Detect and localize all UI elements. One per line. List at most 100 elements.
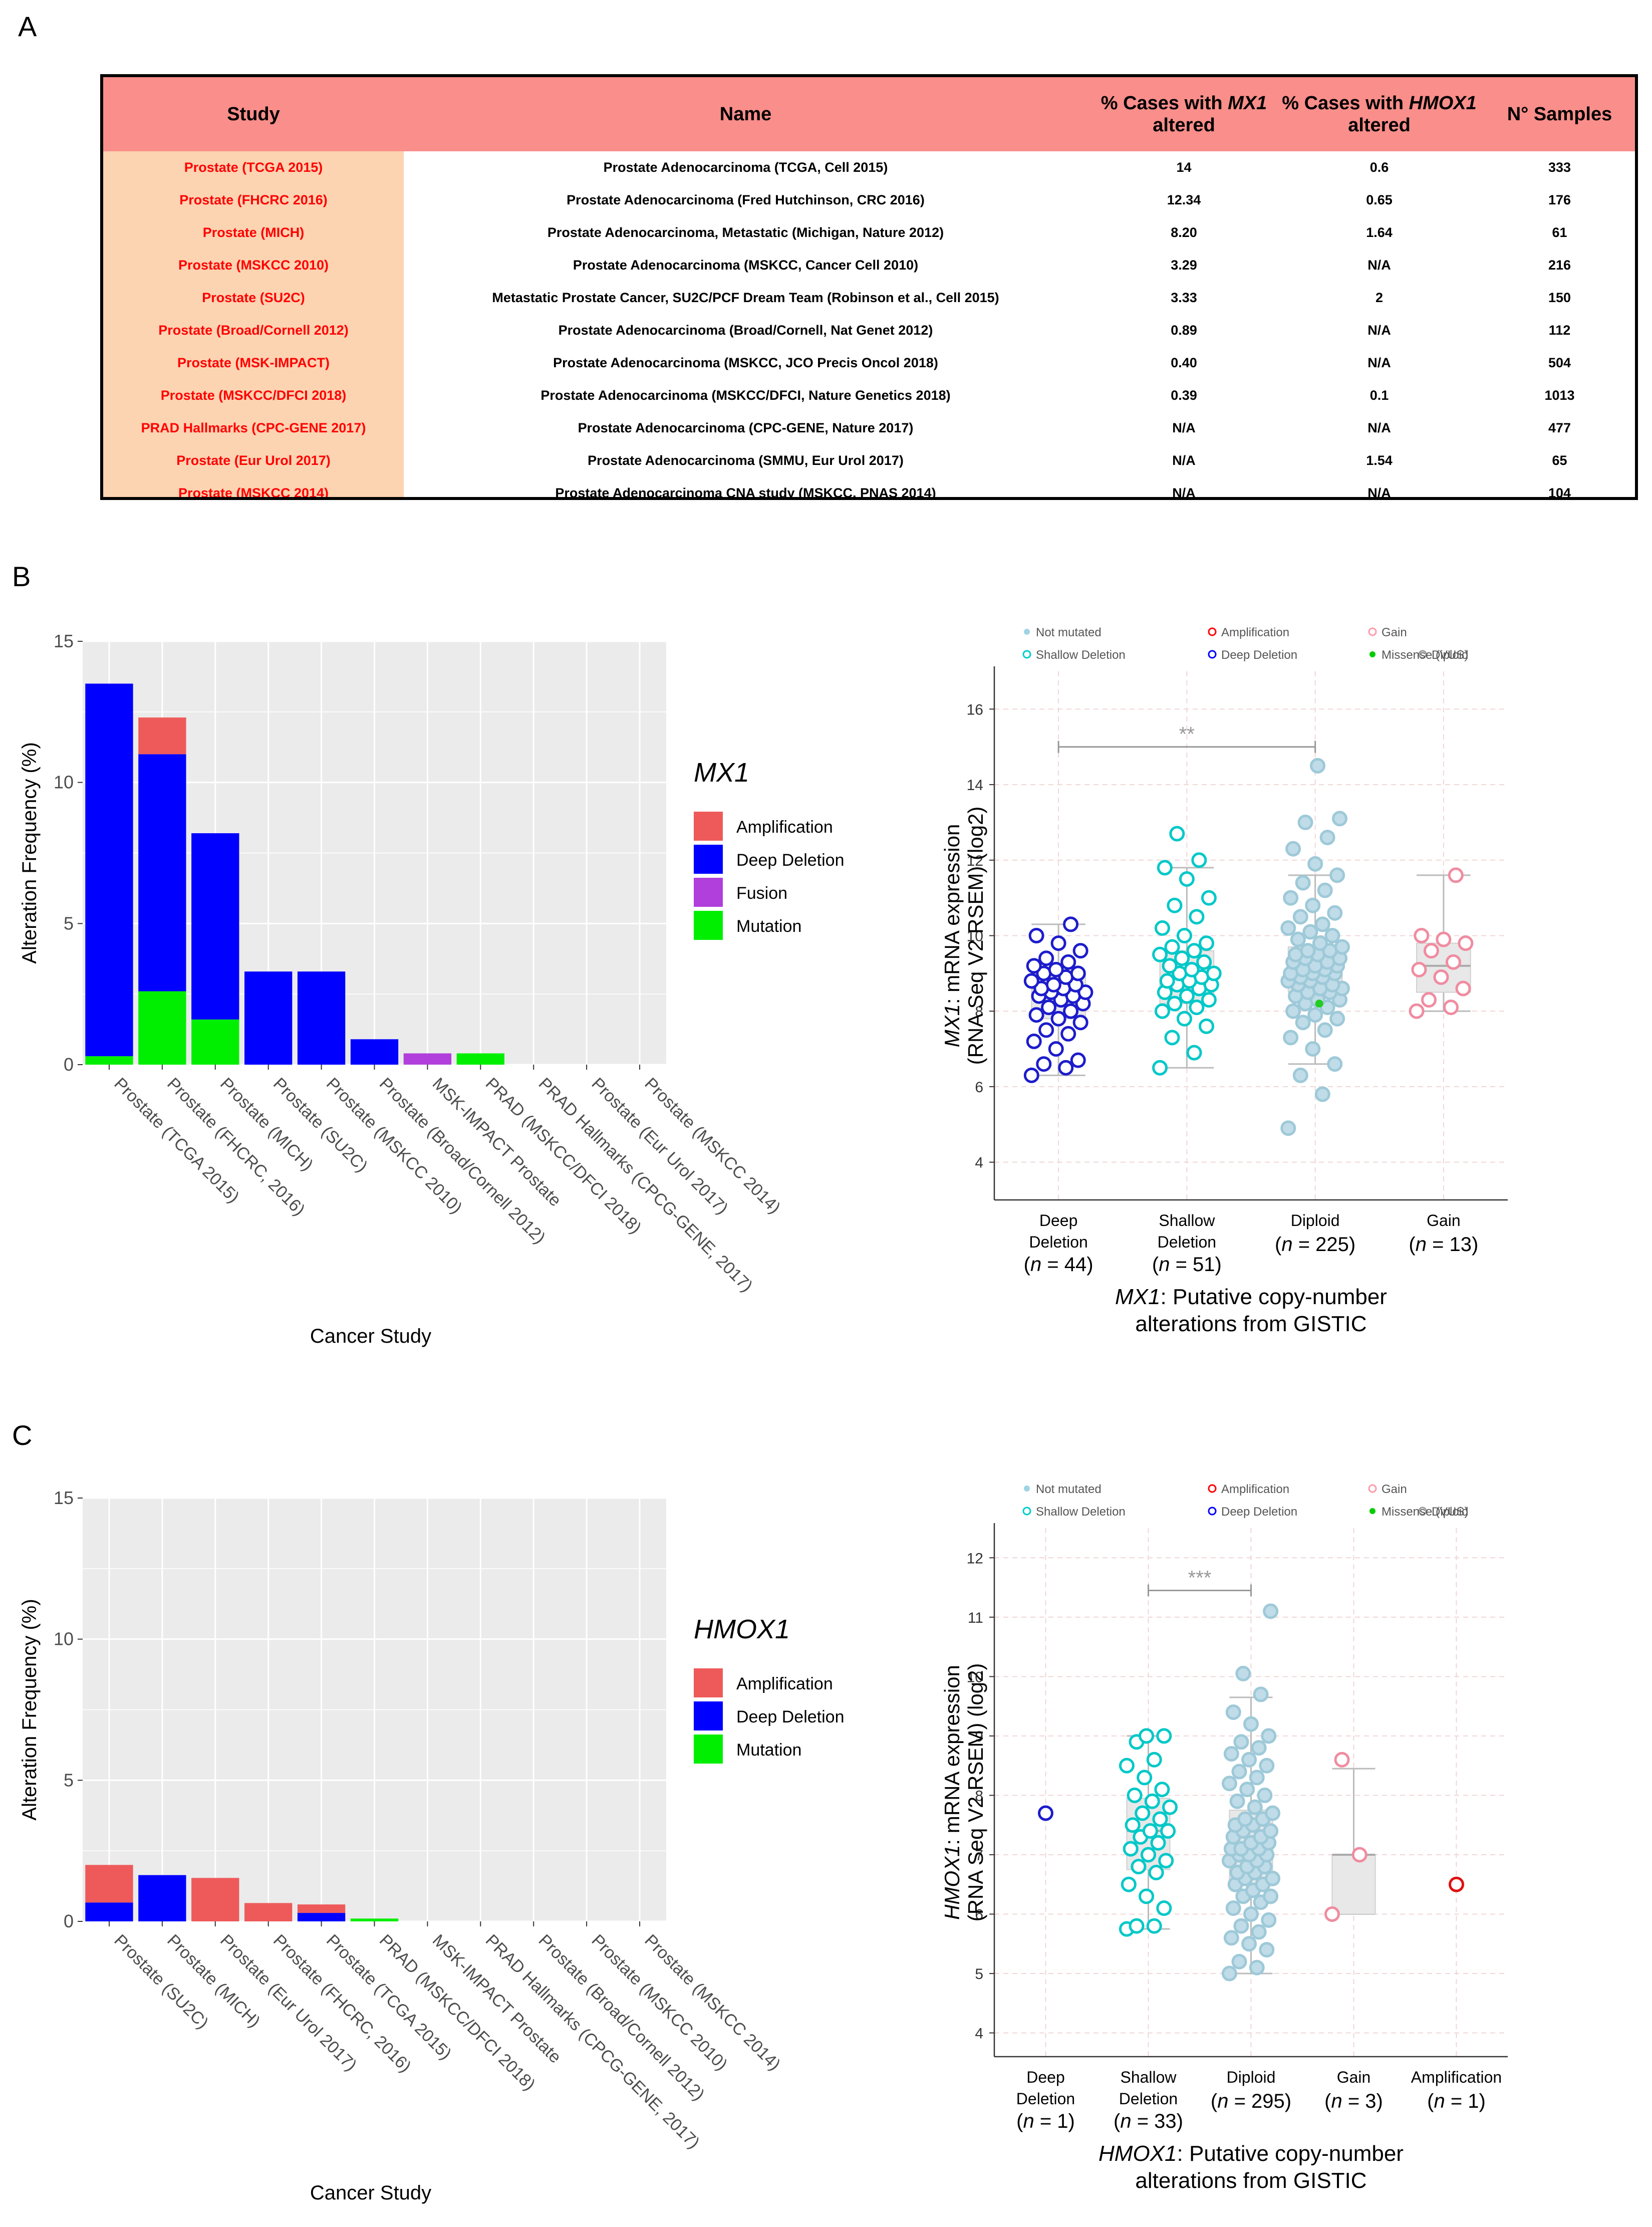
- study-table: Study Name % Cases with MX1 altered % Cas…: [100, 74, 1638, 500]
- data-point: [1327, 905, 1343, 921]
- mx1-cell: 8.20: [1171, 225, 1197, 240]
- legend-label: Deep Deletion: [1221, 648, 1297, 662]
- x-axis-title-text: : Putative copy-number: [1161, 1285, 1387, 1309]
- data-point: [1125, 1817, 1141, 1833]
- data-point: [1259, 1942, 1275, 1958]
- data-point: [1160, 1823, 1176, 1839]
- data-point: [1135, 1805, 1151, 1821]
- data-point: [1307, 1007, 1323, 1023]
- header-hmox1: % Cases with HMOX1 altered: [1280, 77, 1478, 151]
- count-paren: (: [1024, 1254, 1031, 1276]
- data-point: [1152, 1811, 1168, 1827]
- data-point: [1070, 965, 1086, 981]
- x-group-count: (n = 51): [1152, 1254, 1222, 1276]
- data-point: [1144, 1793, 1160, 1809]
- name-cell: Prostate Adenocarcinoma (MSKCC, JCO Prec…: [553, 355, 938, 370]
- x-axis-title-line2: alterations from GISTIC: [1135, 1312, 1366, 1336]
- hmox1-cell: 0.6: [1369, 160, 1389, 175]
- y-axis-title-line2: (RNA Seq V2 RSEM) (log2): [964, 1663, 987, 1922]
- bar-mutation: [350, 1918, 399, 1921]
- x-group-label-line2: Deletion: [1158, 1233, 1216, 1251]
- panel-label-b: B: [12, 561, 31, 592]
- data-point: [1123, 1841, 1139, 1857]
- data-point: [1295, 1015, 1311, 1031]
- samples-cell: 150: [1548, 290, 1571, 305]
- data-point: [1121, 1876, 1137, 1892]
- bar-deep-deletion: [138, 754, 186, 992]
- legend-swatch: [694, 878, 723, 907]
- legend-swatch: [694, 812, 723, 841]
- data-point: [1189, 1000, 1205, 1016]
- data-point: [1302, 924, 1318, 940]
- header-samples: N° Samples: [1478, 77, 1635, 151]
- data-point: [1154, 1782, 1170, 1798]
- data-point: [1263, 1888, 1279, 1904]
- samples-cell: 65: [1552, 453, 1567, 468]
- study-cell: Prostate (MSKCC 2014): [103, 477, 404, 497]
- data-point: [1310, 758, 1326, 774]
- count-n: n: [1281, 1233, 1292, 1256]
- x-group-count: (n = 225): [1275, 1233, 1355, 1256]
- hmox1-expression-plot: 4 5 6 7 8 9 10 11 12 *** Not mutated Amplification G…: [940, 1482, 1508, 2193]
- x-group-label: Diploid: [1291, 1211, 1340, 1229]
- data-point: [1137, 1770, 1153, 1786]
- study-cell: Prostate (MSKCC/DFCI 2018): [103, 379, 404, 412]
- bar-mutation: [85, 1056, 133, 1065]
- y-tick-label: 10: [54, 1629, 74, 1649]
- mx1-cell: N/A: [1172, 420, 1196, 435]
- x-group-label: Shallow: [1159, 1211, 1215, 1229]
- legend-swatch: [694, 1668, 723, 1697]
- data-point: [1314, 1086, 1330, 1102]
- legend-label: Amplification: [1221, 626, 1289, 639]
- panel-label-a: A: [18, 11, 37, 42]
- mx1-expression-plot: 4 6 8 10 12 14 16 ** Not mutated Amplification Gai…: [940, 626, 1508, 1336]
- legend-marker: [1208, 1507, 1217, 1516]
- table-row: Prostate (MSKCC/DFCI 2018) Prostate Adeno…: [103, 379, 1635, 412]
- data-point: [1167, 897, 1183, 913]
- study-cell: Prostate (SU2C): [103, 282, 404, 314]
- count-n: n: [1159, 1254, 1170, 1276]
- study-cell: Prostate (MICH): [103, 216, 404, 249]
- data-point: [1050, 935, 1066, 951]
- data-point: [1179, 871, 1195, 887]
- legend-marker: [1024, 1486, 1030, 1492]
- y-axis-title-gene: MX1: [940, 1004, 964, 1047]
- header-hmox1-suffix: altered: [1348, 115, 1411, 136]
- data-point: [1332, 811, 1348, 827]
- data-point: [1157, 860, 1173, 876]
- table-row: Prostate (MSKCC 2010) Prostate Adenocarci…: [103, 249, 1635, 282]
- data-point: [1162, 1799, 1178, 1815]
- data-point: [1026, 958, 1042, 974]
- count-n: n: [1120, 2110, 1131, 2132]
- legend-marker: [1418, 1507, 1427, 1516]
- data-point: [1317, 1022, 1333, 1038]
- x-tick-label: Prostate (MICH): [163, 1931, 264, 2032]
- data-point: [1131, 1859, 1147, 1875]
- data-point: [1249, 1770, 1265, 1786]
- bar-mutation: [138, 991, 186, 1065]
- samples-cell: 216: [1548, 258, 1571, 273]
- data-point: [1259, 1758, 1275, 1774]
- data-point: [1156, 1728, 1172, 1744]
- samples-cell: 112: [1548, 323, 1571, 338]
- mx1-cell: 0.39: [1171, 388, 1197, 403]
- study-cell: Prostate (Eur Urol 2017): [103, 444, 404, 477]
- y-axis-title: MX1: mRNA expression: [940, 824, 964, 1048]
- legend-label: Deep Deletion: [736, 851, 844, 870]
- data-point: [1295, 875, 1311, 891]
- data-point: [1060, 1026, 1076, 1042]
- data-point: [1292, 909, 1308, 925]
- hmox1-cell: N/A: [1367, 485, 1391, 500]
- mx1-cell: 0.40: [1171, 355, 1197, 370]
- legend-label: Amplification: [736, 1674, 833, 1693]
- hmox1-cell: N/A: [1367, 420, 1391, 435]
- data-point: [1036, 1056, 1052, 1072]
- name-cell: Prostate Adenocarcinoma (Broad/Cornell, …: [558, 323, 933, 338]
- x-axis-title: HMOX1: Putative copy-number: [1098, 2141, 1404, 2166]
- data-point: [1176, 1011, 1192, 1027]
- data-point: [1201, 890, 1217, 906]
- data-point: [1206, 965, 1222, 981]
- study-cell: Prostate (Broad/Cornell 2012): [103, 314, 404, 347]
